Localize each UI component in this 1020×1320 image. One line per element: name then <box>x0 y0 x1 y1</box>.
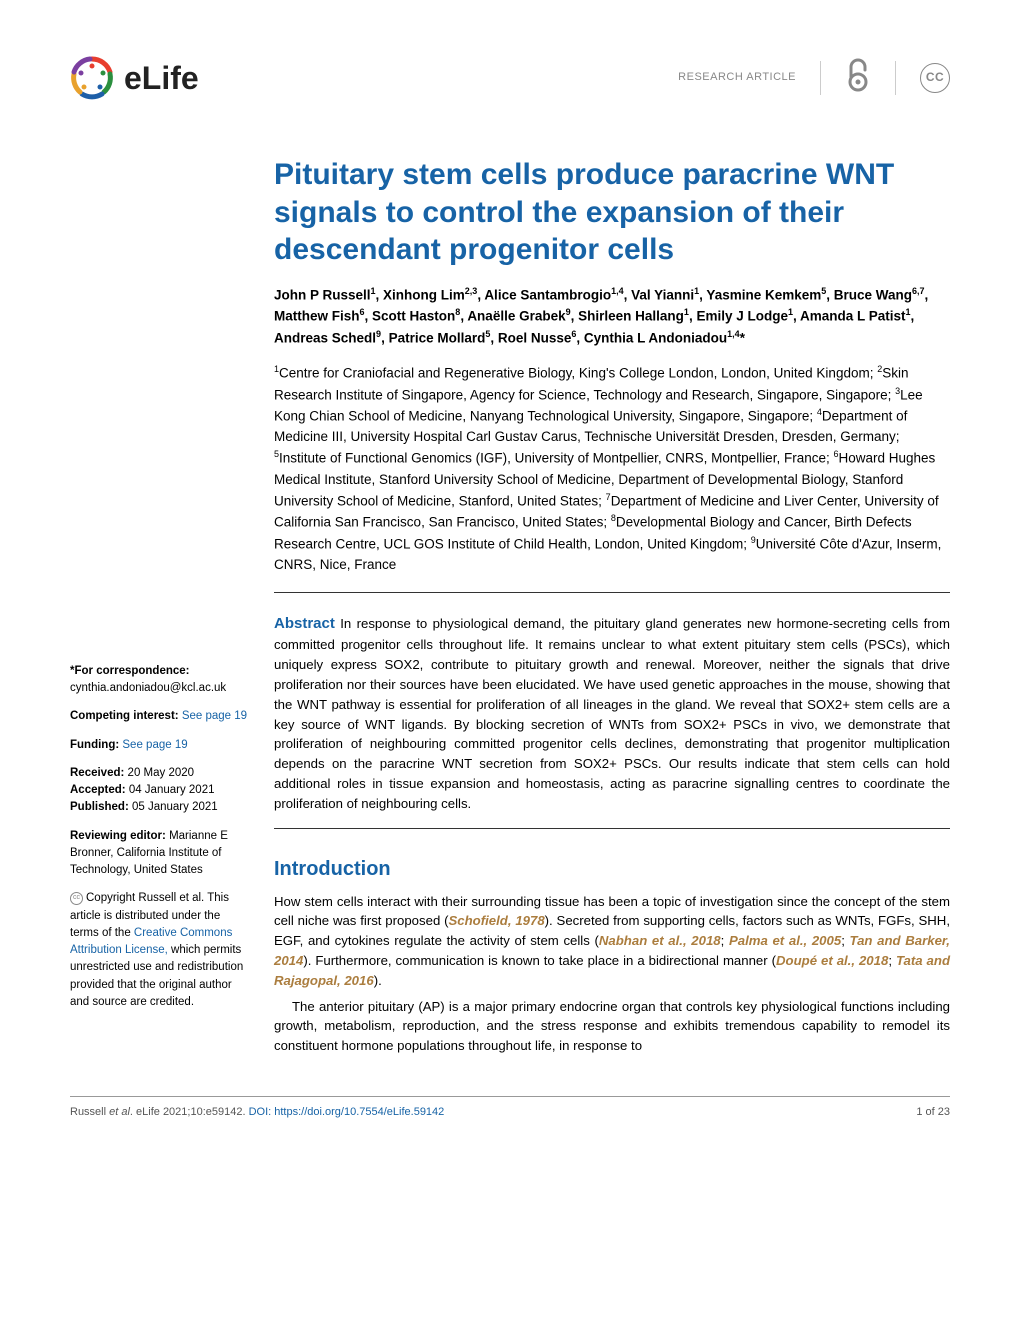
main-content: Abstract In response to physiological de… <box>274 613 950 1062</box>
header-meta: RESEARCH ARTICLE CC <box>678 57 950 99</box>
funding-label: Funding: <box>70 739 119 751</box>
article-sidebar: *For correspondence: cynthia.andoniadou@… <box>70 613 250 1062</box>
abstract-heading: Abstract <box>274 615 335 632</box>
footer-citation: Russell et al. eLife 2021;10:e59142. DOI… <box>70 1105 444 1121</box>
received-label: Received: <box>70 767 124 779</box>
intro-paragraph-1: How stem cells interact with their surro… <box>274 892 950 991</box>
page-number: 1 of 23 <box>916 1105 950 1121</box>
accepted-label: Accepted: <box>70 784 126 796</box>
page-header: eLife RESEARCH ARTICLE CC <box>70 55 950 101</box>
journal-name: eLife <box>124 55 199 101</box>
received-date: 20 May 2020 <box>128 767 195 779</box>
citation[interactable]: Nabhan et al., 2018 <box>599 933 721 948</box>
open-access-icon <box>845 57 871 99</box>
section-divider <box>274 592 950 593</box>
page-footer: Russell et al. eLife 2021;10:e59142. DOI… <box>70 1096 950 1121</box>
journal-logo: eLife <box>70 55 199 101</box>
published-label: Published: <box>70 801 129 813</box>
header-divider <box>820 61 821 95</box>
citation[interactable]: Schofield, 1978 <box>448 913 544 928</box>
citation[interactable]: Doupé et al., 2018 <box>776 953 888 968</box>
correspondence-email: cynthia.andoniadou@kcl.ac.uk <box>70 682 226 694</box>
correspondence-label: *For correspondence: <box>70 665 190 677</box>
published-date: 05 January 2021 <box>132 801 218 813</box>
cc-small-icon: cc <box>70 892 83 905</box>
accepted-date: 04 January 2021 <box>129 784 215 796</box>
reviewing-editor-label: Reviewing editor: <box>70 830 166 842</box>
abstract-divider <box>274 828 950 829</box>
competing-link[interactable]: See page 19 <box>182 710 247 722</box>
funding-link[interactable]: See page 19 <box>122 739 187 751</box>
elife-logo-icon <box>70 56 114 100</box>
cc-license-icon: CC <box>920 63 950 93</box>
affiliation-list: 1Centre for Craniofacial and Regenerativ… <box>70 363 950 576</box>
header-divider <box>895 61 896 95</box>
article-title: Pituitary stem cells produce paracrine W… <box>70 156 950 269</box>
competing-label: Competing interest: <box>70 710 179 722</box>
article-type-label: RESEARCH ARTICLE <box>678 70 796 86</box>
doi-link[interactable]: DOI: https://doi.org/10.7554/eLife.59142 <box>249 1106 445 1118</box>
citation[interactable]: Palma et al., 2005 <box>729 933 841 948</box>
introduction-heading: Introduction <box>274 855 950 884</box>
abstract-text: In response to physiological demand, the… <box>274 616 950 811</box>
intro-paragraph-2: The anterior pituitary (AP) is a major p… <box>274 997 950 1056</box>
abstract-block: Abstract In response to physiological de… <box>274 613 950 814</box>
author-list: John P Russell1, Xinhong Lim2,3, Alice S… <box>70 285 950 349</box>
